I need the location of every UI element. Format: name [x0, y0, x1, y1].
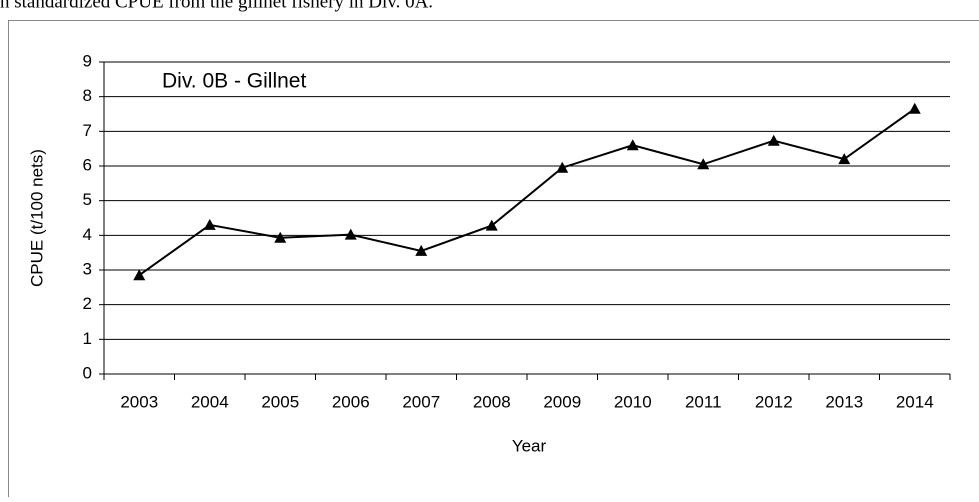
marker: [627, 139, 639, 150]
y-tick-label: 4: [83, 225, 92, 244]
x-tick-label: 2007: [402, 392, 440, 411]
x-tick-label: 2009: [543, 392, 581, 411]
x-tick-label: 2014: [896, 392, 934, 411]
line: [139, 109, 915, 275]
y-tick-label: 5: [83, 190, 92, 209]
x-tick-label: 2012: [755, 392, 793, 411]
x-tick-label: 2006: [332, 392, 370, 411]
x-tick-label: 2010: [614, 392, 652, 411]
x-tick-label: 2013: [825, 392, 863, 411]
y-tick-label: 8: [83, 86, 92, 105]
y-tick-label: 6: [83, 155, 92, 174]
y-tick-label: 7: [83, 121, 92, 140]
marker: [909, 103, 921, 114]
x-tick-label: 2004: [191, 392, 229, 411]
x-axis-label: Year: [512, 436, 547, 455]
x-tick-label: 2003: [120, 392, 158, 411]
x-tick-label: 2005: [261, 392, 299, 411]
y-tick-label: 2: [83, 294, 92, 313]
y-tick-label: 1: [83, 329, 92, 348]
y-tick-label: 0: [83, 363, 92, 382]
annotation: Div. 0B - Gillnet: [162, 70, 306, 93]
y-axis-label: CPUE (t/100 nets): [27, 149, 46, 287]
marker: [204, 219, 216, 230]
y-tick-label: 3: [83, 259, 92, 278]
x-tick-label: 2011: [685, 392, 722, 411]
caption: n standardized CPUE from the gillnet fis…: [0, 0, 433, 12]
marker: [768, 135, 780, 146]
marker: [133, 269, 145, 280]
y-tick-label: 9: [83, 51, 92, 70]
x-tick-label: 2008: [473, 392, 511, 411]
